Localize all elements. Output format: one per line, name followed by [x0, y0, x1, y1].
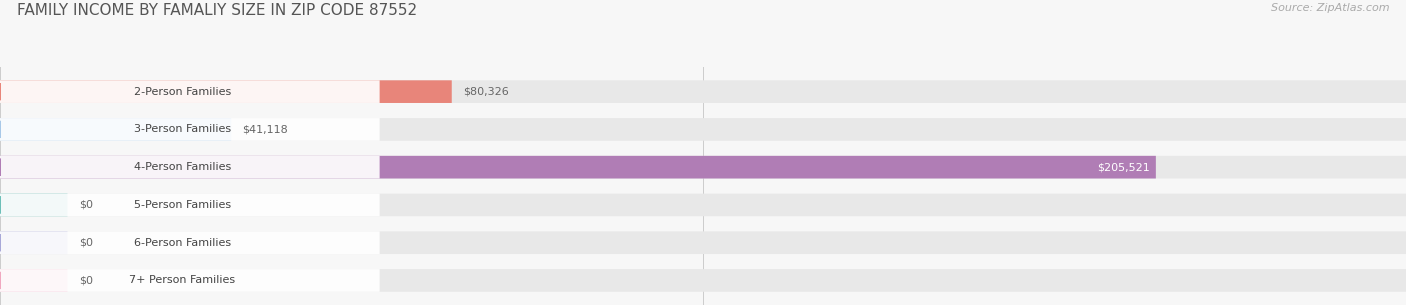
FancyBboxPatch shape: [0, 194, 67, 216]
Text: 3-Person Families: 3-Person Families: [134, 124, 231, 135]
Text: $0: $0: [79, 200, 93, 210]
Text: $0: $0: [79, 238, 93, 248]
FancyBboxPatch shape: [0, 118, 231, 141]
Text: 5-Person Families: 5-Person Families: [134, 200, 231, 210]
FancyBboxPatch shape: [0, 118, 380, 141]
Text: Source: ZipAtlas.com: Source: ZipAtlas.com: [1271, 3, 1389, 13]
FancyBboxPatch shape: [0, 156, 380, 178]
Text: $0: $0: [79, 275, 93, 285]
FancyBboxPatch shape: [0, 231, 67, 254]
FancyBboxPatch shape: [0, 80, 1406, 103]
FancyBboxPatch shape: [0, 156, 1156, 178]
Text: $41,118: $41,118: [242, 124, 288, 135]
FancyBboxPatch shape: [0, 269, 1406, 292]
FancyBboxPatch shape: [0, 231, 380, 254]
FancyBboxPatch shape: [0, 194, 380, 216]
Text: 2-Person Families: 2-Person Families: [134, 87, 231, 97]
Text: $80,326: $80,326: [463, 87, 509, 97]
FancyBboxPatch shape: [0, 80, 451, 103]
FancyBboxPatch shape: [0, 231, 1406, 254]
FancyBboxPatch shape: [0, 269, 380, 292]
FancyBboxPatch shape: [0, 156, 1406, 178]
FancyBboxPatch shape: [0, 80, 380, 103]
Text: 6-Person Families: 6-Person Families: [134, 238, 231, 248]
FancyBboxPatch shape: [0, 118, 1406, 141]
Text: $205,521: $205,521: [1098, 162, 1150, 172]
FancyBboxPatch shape: [0, 269, 67, 292]
Text: 4-Person Families: 4-Person Families: [134, 162, 231, 172]
Text: 7+ Person Families: 7+ Person Families: [129, 275, 235, 285]
Text: FAMILY INCOME BY FAMALIY SIZE IN ZIP CODE 87552: FAMILY INCOME BY FAMALIY SIZE IN ZIP COD…: [17, 3, 418, 18]
FancyBboxPatch shape: [0, 194, 1406, 216]
